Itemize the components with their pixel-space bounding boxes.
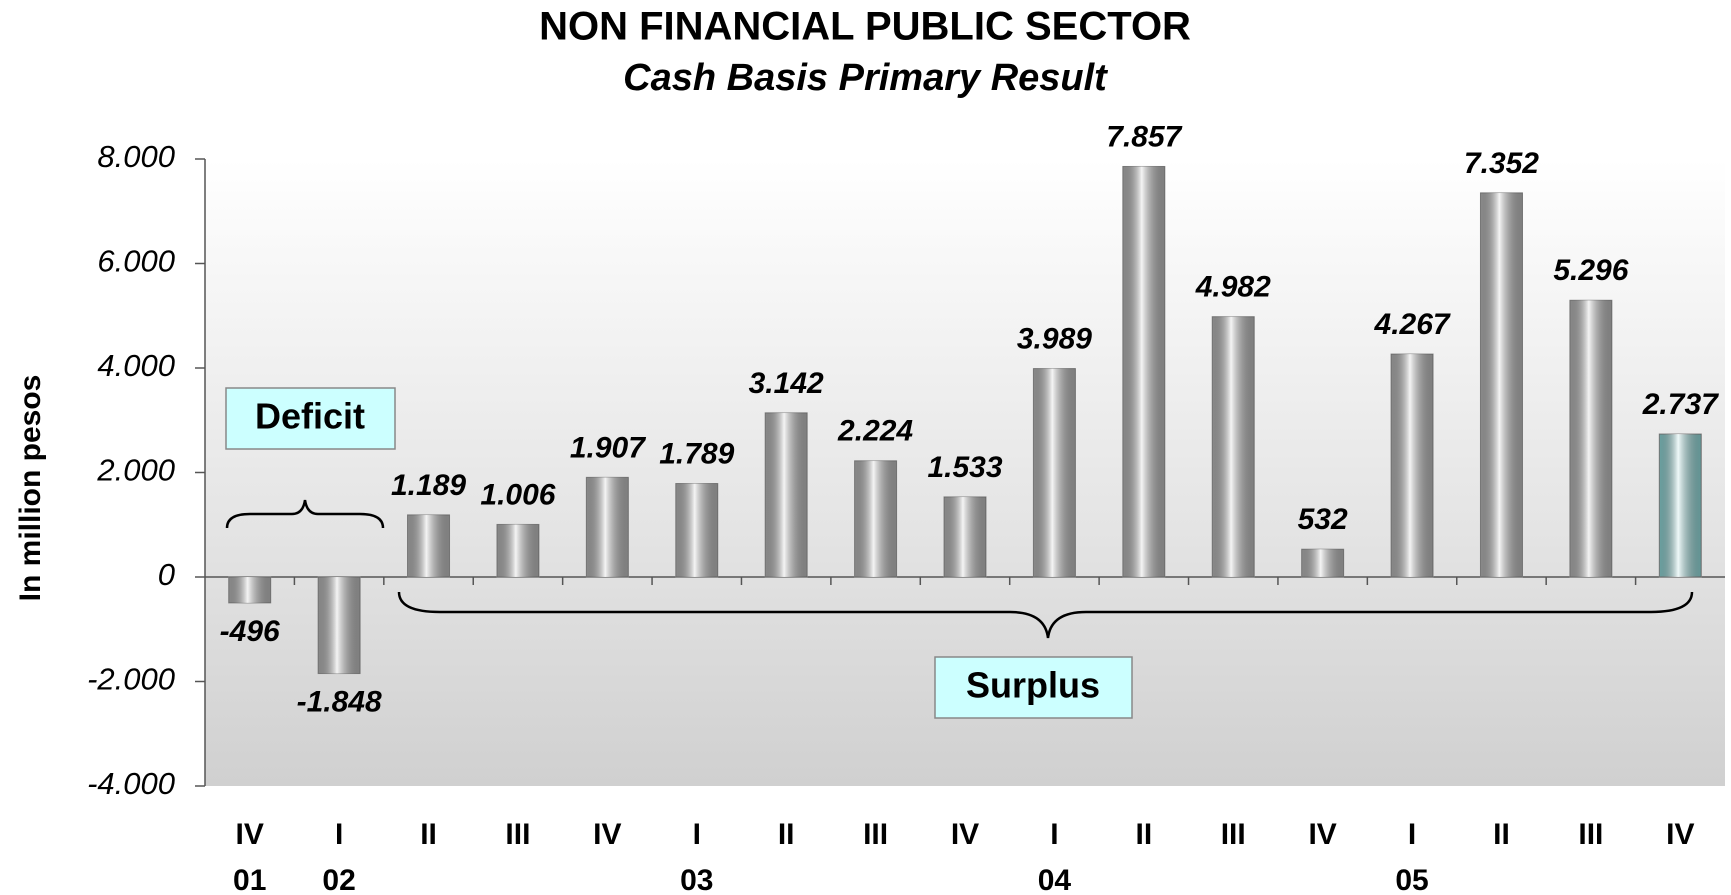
x-tick-label: II <box>420 818 437 851</box>
x-tick-label: IV <box>951 818 979 851</box>
bar <box>407 514 451 578</box>
y-tick-label: 2.000 <box>96 453 175 488</box>
x-tick-label: III <box>1221 818 1246 851</box>
x-tick-label: IV <box>593 818 621 851</box>
value-label: 2.737 <box>1642 388 1719 421</box>
x-tick-label: IV <box>236 818 264 851</box>
year-label: 01 <box>233 864 266 895</box>
y-tick-label: -4.000 <box>87 766 175 801</box>
x-tick-label: I <box>1050 818 1058 851</box>
value-label: 7.352 <box>1464 147 1539 180</box>
y-axis-label: In million pesos <box>14 375 47 602</box>
surplus-label: Surplus <box>966 665 1100 706</box>
value-label: 532 <box>1298 503 1348 536</box>
value-label: 4.267 <box>1374 308 1451 341</box>
x-tick-label: I <box>693 818 701 851</box>
bar <box>854 460 898 578</box>
value-label: 1.006 <box>480 478 555 511</box>
bar <box>1211 316 1255 578</box>
x-tick-label: IV <box>1308 818 1336 851</box>
x-tick-label: I <box>1408 818 1416 851</box>
value-label: 1.907 <box>570 431 646 464</box>
x-tick-label: II <box>1135 818 1152 851</box>
x-tick-label: II <box>1493 818 1510 851</box>
bar <box>764 412 808 578</box>
value-label: -1.848 <box>297 685 382 718</box>
x-tick-label: I <box>335 818 343 851</box>
value-label: 1.533 <box>927 451 1002 484</box>
surplus-box <box>934 656 1133 719</box>
value-label: 3.142 <box>749 367 824 400</box>
y-tick-label: 0 <box>158 557 175 592</box>
value-label: 7.857 <box>1106 120 1182 153</box>
deficit-box <box>225 387 396 450</box>
x-tick-label: III <box>505 818 530 851</box>
deficit-brace <box>225 499 385 529</box>
y-tick-label: 8.000 <box>97 139 175 174</box>
value-label: 5.296 <box>1553 254 1628 287</box>
value-label: -496 <box>220 615 280 648</box>
chart-subtitle: Cash Basis Primary Result <box>623 57 1108 99</box>
x-tick-label: IV <box>1666 818 1694 851</box>
bar <box>1032 368 1076 578</box>
value-label: 1.189 <box>391 469 466 502</box>
deficit-label: Deficit <box>255 396 365 437</box>
bar <box>585 476 629 578</box>
x-tick-label: II <box>778 818 795 851</box>
bar <box>1301 548 1345 578</box>
year-label: 02 <box>322 864 355 895</box>
bar <box>1479 192 1523 578</box>
value-label: 3.989 <box>1017 322 1092 355</box>
year-label: 05 <box>1395 864 1428 895</box>
y-tick-label: 4.000 <box>97 348 175 383</box>
bar <box>675 483 719 578</box>
bar <box>1390 353 1434 578</box>
value-label: 2.224 <box>837 415 913 448</box>
bar <box>317 576 361 675</box>
y-tick-label: 6.000 <box>97 244 175 279</box>
bar <box>1122 165 1166 578</box>
year-label: 04 <box>1038 864 1072 895</box>
y-tick-label: -2.000 <box>87 662 175 697</box>
year-label: 03 <box>680 864 713 895</box>
value-label: 1.789 <box>659 437 734 470</box>
bar <box>1658 433 1702 578</box>
x-tick-label: III <box>1578 818 1603 851</box>
surplus-brace <box>397 591 1694 639</box>
bar <box>943 496 987 578</box>
bar <box>496 523 540 578</box>
x-tick-label: III <box>863 818 888 851</box>
bar <box>228 576 272 604</box>
bar <box>1569 299 1613 578</box>
chart-title: NON FINANCIAL PUBLIC SECTOR <box>539 5 1191 49</box>
value-label: 4.982 <box>1195 271 1271 304</box>
